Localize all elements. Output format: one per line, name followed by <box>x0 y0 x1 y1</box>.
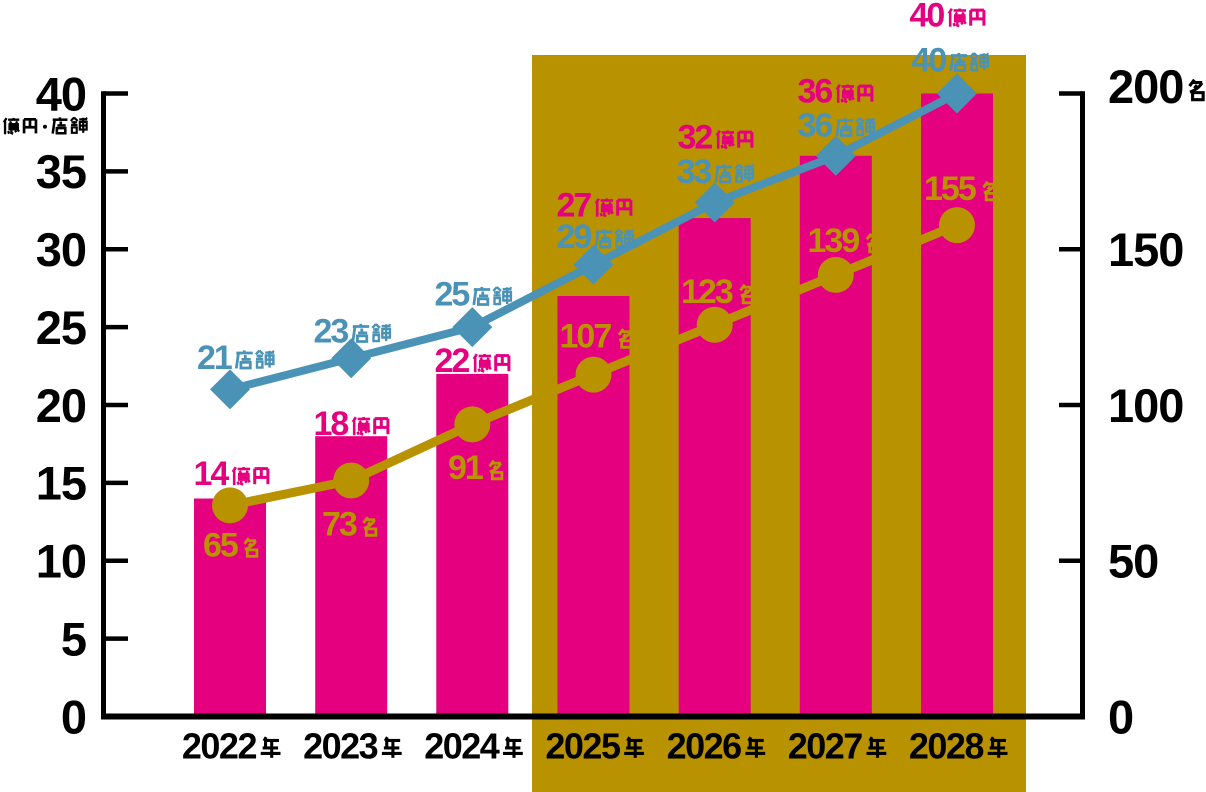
svg-text:20: 20 <box>36 379 86 432</box>
svg-text:107: 107 <box>560 318 612 356</box>
svg-text:40: 40 <box>910 0 945 35</box>
svg-text:10: 10 <box>36 535 86 588</box>
svg-text:18: 18 <box>314 405 349 443</box>
svg-text:200: 200 <box>1108 60 1183 113</box>
svg-text:40: 40 <box>912 42 947 80</box>
svg-text:30: 30 <box>36 223 86 276</box>
svg-text:123: 123 <box>681 273 733 311</box>
svg-text:91: 91 <box>448 449 483 487</box>
svg-text:155: 155 <box>924 170 976 208</box>
svg-text:139: 139 <box>808 222 860 260</box>
svg-text:2026: 2026 <box>667 726 742 767</box>
svg-text:5: 5 <box>61 612 86 665</box>
svg-text:23: 23 <box>314 313 349 351</box>
svg-text:0: 0 <box>61 690 86 743</box>
svg-text:150: 150 <box>1108 223 1183 276</box>
svg-text:25: 25 <box>435 276 470 314</box>
svg-text:2028: 2028 <box>909 726 984 767</box>
svg-text:2024: 2024 <box>424 726 500 767</box>
svg-text:2022: 2022 <box>182 726 257 767</box>
svg-text:21: 21 <box>197 339 232 377</box>
svg-text:33: 33 <box>677 153 712 191</box>
svg-text:65: 65 <box>203 527 238 565</box>
svg-text:36: 36 <box>798 107 833 145</box>
svg-text:73: 73 <box>322 506 357 544</box>
svg-text:27: 27 <box>557 187 592 225</box>
svg-text:40: 40 <box>36 67 86 120</box>
svg-text:32: 32 <box>678 119 713 157</box>
svg-text:2025: 2025 <box>545 726 621 767</box>
svg-text:25: 25 <box>36 301 86 354</box>
svg-text:2027: 2027 <box>788 726 863 767</box>
svg-text:22: 22 <box>435 342 470 380</box>
svg-text:35: 35 <box>36 145 86 198</box>
svg-text:0: 0 <box>1108 690 1133 743</box>
svg-text:36: 36 <box>798 73 833 111</box>
svg-text:15: 15 <box>36 457 86 510</box>
svg-text:29: 29 <box>557 218 592 256</box>
svg-text:100: 100 <box>1108 379 1183 432</box>
svg-text:14: 14 <box>194 455 230 493</box>
svg-text:50: 50 <box>1108 535 1158 588</box>
svg-text:2023: 2023 <box>303 726 378 767</box>
